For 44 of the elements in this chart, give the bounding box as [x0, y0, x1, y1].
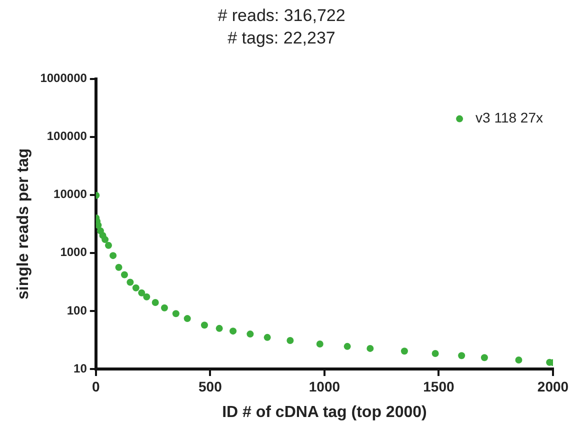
point: [138, 289, 146, 296]
point: [102, 236, 109, 244]
point: [264, 334, 271, 341]
x-tick-label: 500: [198, 378, 222, 394]
point: [120, 271, 128, 278]
y-tick-label: 10000: [54, 187, 88, 202]
chart-title: # reads: 316,722: [218, 6, 346, 25]
y-tick-label: 1000000: [40, 71, 88, 86]
y-tick-label: 1000: [60, 245, 88, 260]
point: [96, 222, 102, 229]
point: [152, 298, 159, 306]
point: [172, 310, 180, 318]
point: [104, 242, 112, 249]
point: [480, 354, 488, 362]
point: [344, 342, 351, 350]
y-tick-label: 100000: [46, 129, 88, 144]
point: [132, 284, 140, 292]
point: [230, 328, 237, 335]
point: [200, 322, 208, 329]
point: [458, 352, 466, 360]
x-tick-label: 1000: [308, 378, 340, 394]
legend-label: v3 118 27x: [476, 110, 544, 126]
point: [184, 315, 191, 322]
y-axis-title: single reads per tag: [15, 148, 32, 300]
x-tick-label: 1500: [423, 378, 455, 394]
point: [115, 264, 122, 271]
point: [246, 330, 254, 338]
point: [400, 348, 408, 355]
point: [366, 344, 374, 352]
point: [286, 336, 294, 344]
point: [316, 340, 324, 348]
point: [515, 356, 522, 364]
point: [143, 293, 150, 300]
y-tick-label: 10: [74, 361, 88, 376]
x-tick-label: 2000: [537, 378, 569, 394]
point: [160, 304, 168, 312]
point: [216, 324, 223, 332]
y-tick-label: 100: [66, 303, 88, 318]
point: [432, 350, 439, 357]
chart-subtitle: # tags: 22,237: [228, 28, 336, 48]
x-axis-title: ID # of cDNA tag (top 2000): [222, 404, 427, 421]
point: [110, 252, 117, 260]
x-tick-label: 0: [92, 378, 100, 394]
point: [126, 278, 134, 286]
